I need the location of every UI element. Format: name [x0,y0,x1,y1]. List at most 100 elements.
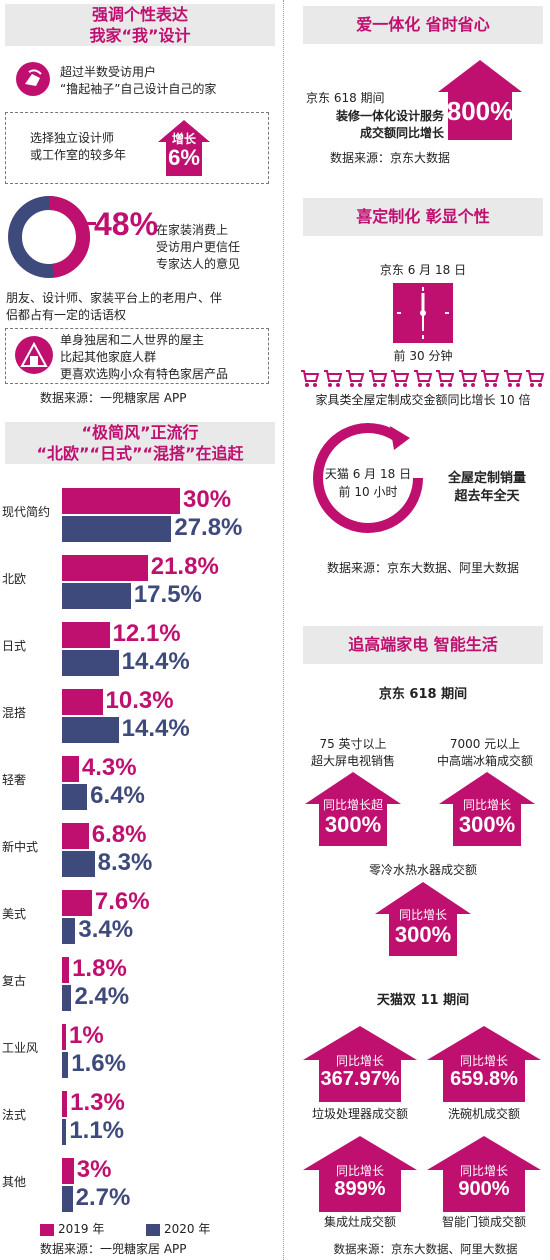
right-section2-title: 喜定制化 彰显个性 [356,207,490,226]
left-item3-pct: 48% [94,206,159,242]
right-section3-jd-item3-label: 同比增长 [398,908,447,922]
bar-value-label: 3% [76,1156,112,1183]
bar-value-label: 1.6% [71,1050,126,1077]
bar-value-label: 2.4% [74,983,130,1010]
right-section3-t3-value: 899% [334,1178,386,1200]
right-section3-t1-value: 367.97% [320,1068,400,1090]
tmall-t1-house-icon [303,1026,417,1102]
bar-value-label: 1.3% [70,1089,125,1116]
right-section3-jd-item1-label: 同比增长超 [322,798,383,812]
cart-icon [480,368,500,392]
right-section2-source: 数据来源：京东大数据、阿里大数据 [326,561,519,575]
tmall-t4-house-icon [427,1136,541,1212]
right-section1-header-bg [303,6,543,44]
bar-value-label: 14.4% [121,648,190,675]
right-section3-t2-label: 同比增长 [459,1054,508,1068]
right-section1-line3: 成交额同比增长 [359,126,444,140]
right-section3-jd-item2-value: 300% [458,812,516,837]
right-section3-t3-text: 集成灶成交额 [323,1215,396,1229]
category-label: 工业风 [2,1041,39,1055]
bar-2020 [62,717,119,743]
column-divider [283,0,284,1260]
bar-value-label: 1.8% [72,955,127,982]
right-section2-time: 前 30 分钟 [393,349,453,363]
left-item1-text: 超过半数受访用户 “撸起袖子”自己设计自己的家 [60,65,217,96]
cycle-arrow-icon [313,423,423,533]
left-item3-note: 朋友、设计师、家装平台上的老用户、伴 侣都占有一定的话语权 [6,291,223,322]
bar-value-label: 4.3% [81,754,137,781]
category-label: 轻奢 [2,773,27,787]
left-item2-badge-value: 6% [168,145,200,170]
right-section2-result-line2: 超去年全天 [454,489,520,504]
right-section2-cart-text: 家具类全屋定制成交金额同比增长 10 倍 [315,393,531,407]
bar-value-label: 1% [69,1022,104,1049]
right-section3-jd-item3-value: 300% [394,922,452,947]
left-item4-box [5,328,269,384]
cart-icon [435,368,455,392]
bar-2019 [62,1091,68,1117]
cart-row [298,366,548,390]
right-section3-header-bg [303,626,543,664]
category-label: 其他 [2,1175,27,1189]
bar-2020 [62,918,76,944]
bar-2019 [62,555,148,581]
right-section3-t4-value: 900% [458,1178,510,1200]
bar-2020 [62,851,95,877]
right-section3-jd-item2-label: 同比增长 [462,798,511,812]
bar-2019 [62,488,180,514]
bar-2020 [62,1052,69,1078]
bar-2019 [62,890,92,916]
cart-icon [300,368,320,392]
right-section3-jd-item3-text: 零冷水热水器成交额 [368,863,477,877]
bar-value-label: 27.8% [174,514,243,541]
right-section1-line1: 京东 618 期间 [306,91,385,105]
left-item2-text: 选择独立设计师 或工作室的较多年 [30,131,127,162]
bar-2019 [62,756,79,782]
cart-icon [323,368,343,392]
right-section2-header-bg [303,198,543,236]
right-section3-t2-text: 洗碗机成交额 [447,1107,520,1121]
bar-2019 [62,957,70,983]
legend-2019-label: 2019 年 [58,1222,105,1236]
left-section2-title-line1: “极简风”正流行 [81,423,199,442]
legend-2020-label: 2020 年 [164,1222,211,1236]
cart-icon [458,368,478,392]
left-item3-text: 在家装消费上 受访用户更信任 专家达人的意见 [156,223,241,271]
legend-2020-swatch [146,1224,160,1236]
bar-value-label: 8.3% [97,849,153,876]
bar-2020 [62,650,119,676]
category-label: 复古 [2,974,27,988]
bar-value-label: 3.4% [78,916,134,943]
cart-icon [368,368,388,392]
right-section2-result-line1: 全屋定制销量 [447,471,526,486]
category-label: 北欧 [2,572,27,586]
right-section2-tmall-line1: 天猫 6 月 18 日 [324,467,412,481]
bar-2019 [62,1024,66,1050]
tmall-t2-house-icon [427,1026,541,1102]
style-bar-chart: 现代简约 30% 27.8% 北欧 21.8% 17.5% 日式 12.1% 14.4% 混搭 10… [2,486,243,1212]
jd-item2-house-icon [439,772,535,846]
left-section1-title-line1: 强调个性表达 [91,5,188,24]
left-section2-source: 数据来源：一兜糖家居 APP [40,1242,187,1256]
cart-icon [413,368,433,392]
category-label: 混搭 [2,706,27,720]
home-product-icon [15,336,53,374]
right-section3-t4-label: 同比增长 [459,1164,508,1178]
clock-icon [393,283,453,343]
bar-2020 [62,516,172,542]
cart-icon [525,368,545,392]
right-section3-title: 追高端家电 智能生活 [348,635,498,654]
bar-2019 [62,622,110,648]
bar-value-label: 21.8% [150,553,219,580]
growth-house-icon [158,120,210,176]
right-section2-date: 京东 6 月 18 日 [379,263,467,277]
bar-2020 [62,1186,73,1212]
right-section3-t4-text: 智能门锁成交额 [441,1215,526,1229]
right-section1-big: 800% [446,96,514,126]
bar-value-label: 6.4% [90,782,145,809]
bar-2020 [62,985,72,1011]
jd-item1-house-icon [305,772,401,846]
bar-value-label: 1.1% [69,1117,125,1144]
right-section3-tmall-title: 天猫双 11 期间 [376,993,470,1008]
donut-48-chart [8,196,90,278]
